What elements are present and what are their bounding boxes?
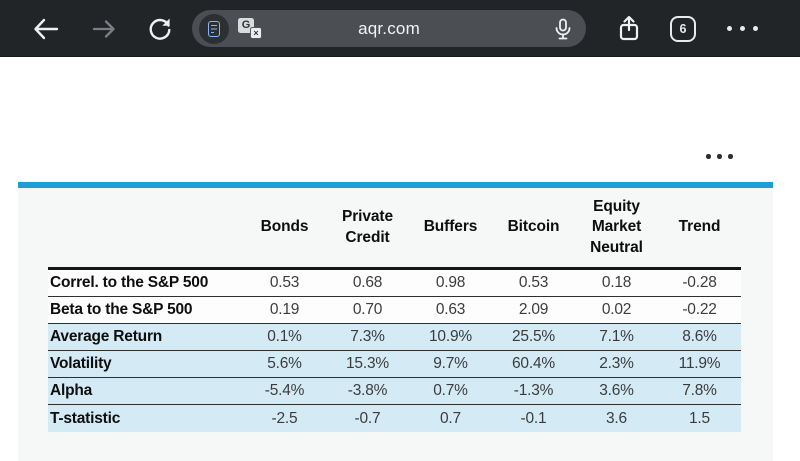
web-page: Bonds Private Credit Buffers Bitcoin Equ… (0, 58, 800, 461)
forward-button[interactable] (86, 0, 122, 57)
reload-icon (147, 16, 173, 42)
reader-mode-button[interactable] (199, 13, 229, 44)
table-more-options-button[interactable] (706, 154, 733, 159)
table-header-row: Bonds Private Credit Buffers Bitcoin Equ… (48, 188, 741, 270)
row-label: Volatility (50, 355, 112, 372)
forward-icon (92, 19, 116, 39)
back-icon (33, 18, 59, 40)
row-label: Correl. to the S&P 500 (50, 274, 209, 291)
row-label: Alpha (50, 382, 93, 399)
browser-menu-button[interactable] (720, 0, 764, 57)
share-icon (617, 15, 641, 43)
header-bitcoin: Bitcoin (507, 218, 560, 236)
back-button[interactable] (28, 0, 64, 57)
url-bar[interactable]: G × aqr.com (192, 10, 586, 47)
mic-icon[interactable] (554, 18, 572, 40)
browser-toolbar: G × aqr.com 6 (0, 0, 800, 57)
translate-icon[interactable]: G × (238, 18, 262, 39)
header-bonds: Bonds (260, 218, 309, 236)
table-row: Average Return 0.1% 7.3% 10.9% 25.5% 7.1… (48, 324, 741, 351)
table-row: Volatility 5.6% 15.3% 9.7% 60.4% 2.3% 11… (48, 351, 741, 378)
header-trend: Trend (678, 218, 721, 236)
table-row: T-statistic -2.5 -0.7 0.7 -0.1 3.6 1.5 (48, 405, 741, 432)
table-row: Beta to the S&P 500 0.19 0.70 0.63 2.09 … (48, 297, 741, 324)
more-options-dots-icon (706, 154, 711, 159)
share-button[interactable] (610, 0, 648, 57)
stats-table-card: Bonds Private Credit Buffers Bitcoin Equ… (18, 182, 773, 461)
reload-button[interactable] (140, 0, 180, 57)
overflow-menu-icon (726, 26, 758, 31)
tab-switcher-button[interactable]: 6 (664, 0, 702, 57)
header-equity-market-neutral: Equity Market Neutral (590, 198, 643, 256)
stats-table: Bonds Private Credit Buffers Bitcoin Equ… (48, 188, 741, 432)
url-text[interactable]: aqr.com (358, 18, 420, 38)
table-row: Correl. to the S&P 500 0.53 0.68 0.98 0.… (48, 270, 741, 297)
row-label: Average Return (50, 328, 163, 345)
row-label: Beta to the S&P 500 (50, 301, 193, 318)
tab-counter: 6 (670, 15, 696, 42)
header-buffers: Buffers (423, 218, 478, 236)
row-label: T-statistic (50, 409, 121, 427)
table-row: Alpha -5.4% -3.8% 0.7% -1.3% 3.6% 7.8% (48, 378, 741, 405)
accent-bar (18, 182, 773, 188)
header-private-credit: Private Credit (342, 208, 393, 246)
reader-mode-icon (208, 20, 220, 37)
